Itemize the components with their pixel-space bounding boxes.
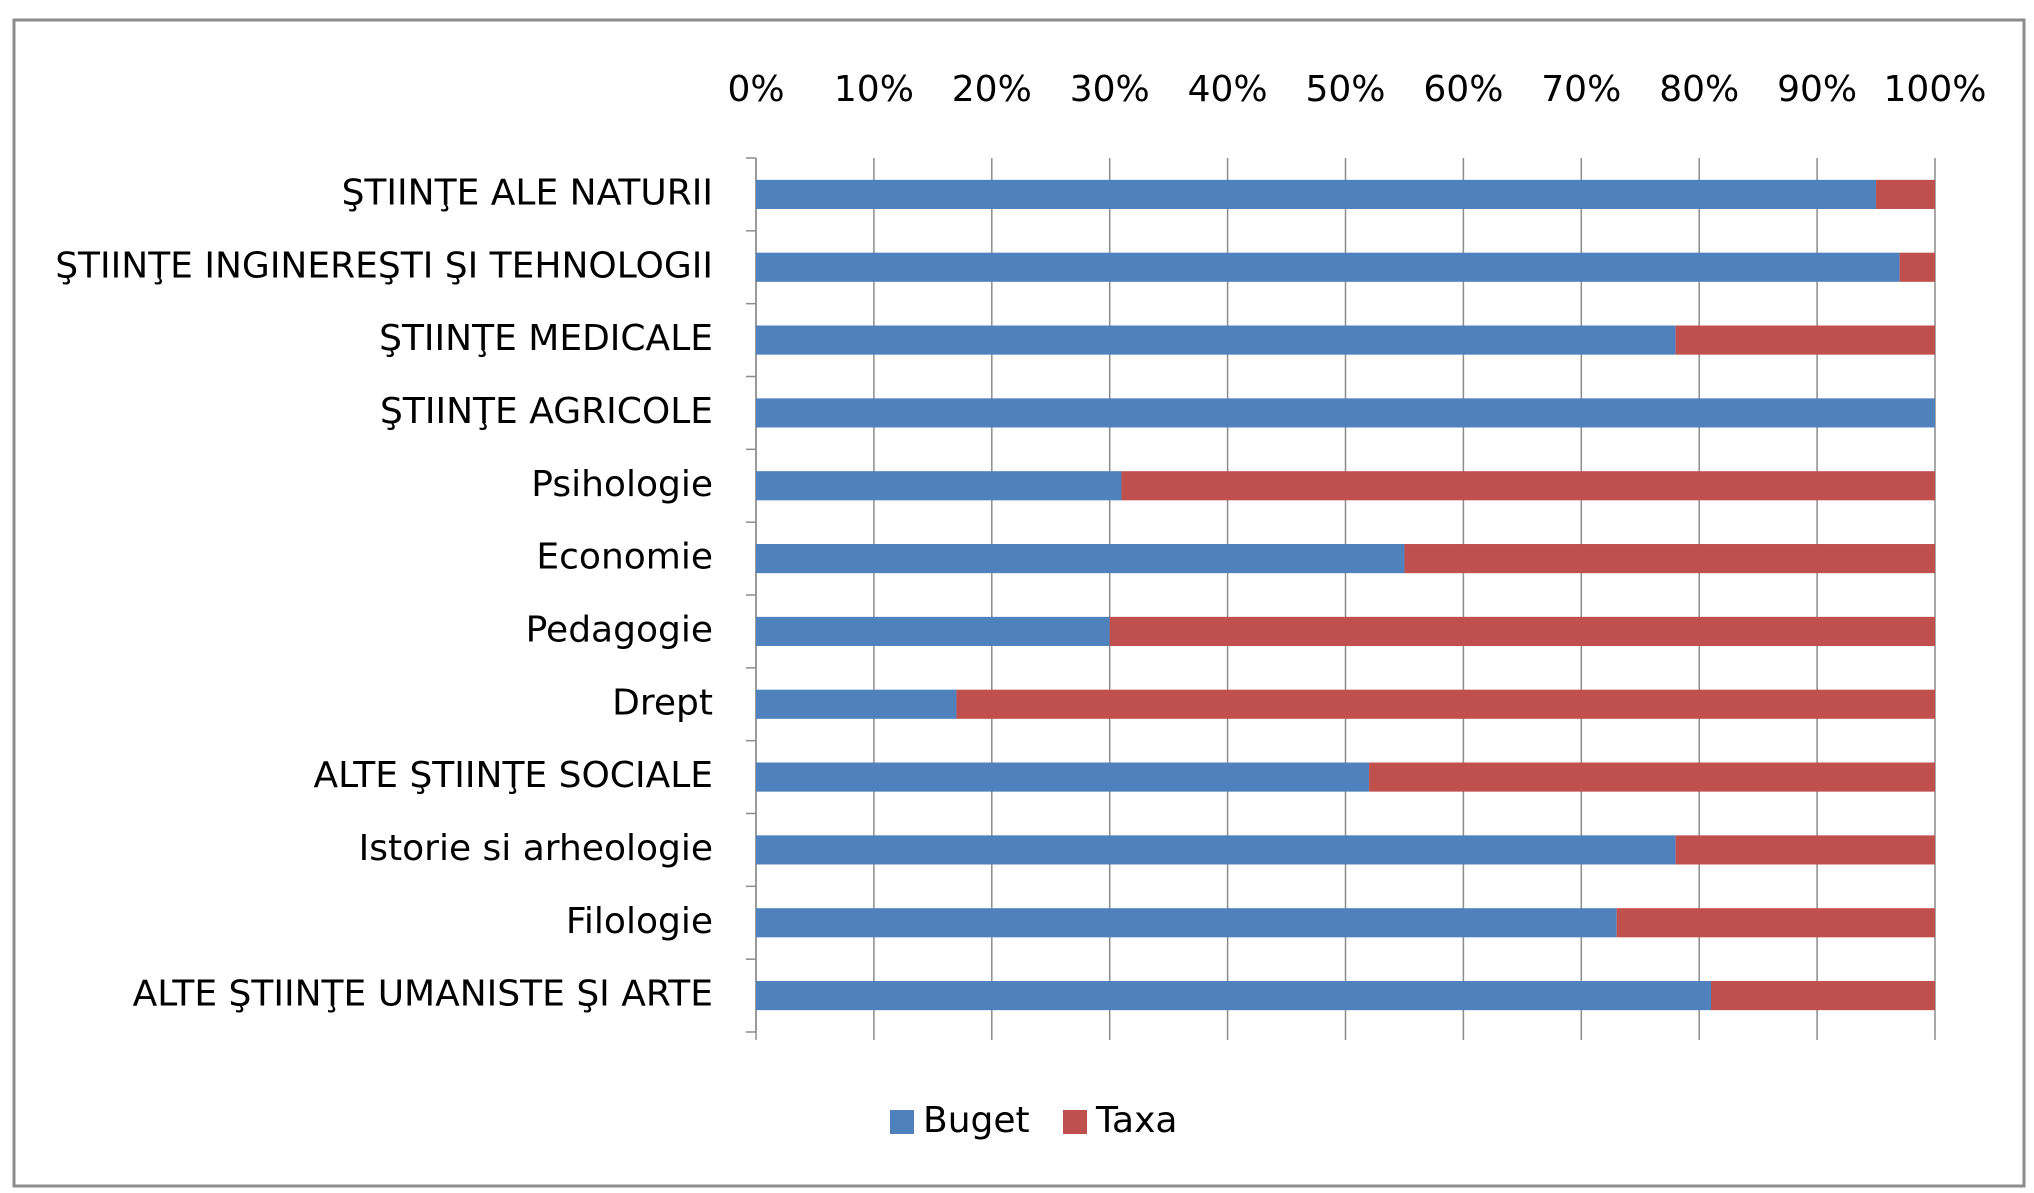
- bar-segment: [1121, 471, 1935, 501]
- y-tick-label: Psihologie: [531, 464, 713, 505]
- y-tick-label: Pedagogie: [526, 609, 713, 650]
- x-tick-label: 90%: [1777, 69, 1857, 110]
- bar-segment: [756, 981, 1711, 1011]
- x-tick-label: 50%: [1305, 69, 1385, 110]
- bar-segment: [956, 689, 1935, 719]
- x-tick-label: 60%: [1423, 69, 1503, 110]
- bar-segment: [1876, 179, 1935, 209]
- bar-segment: [756, 325, 1676, 355]
- x-tick-label: 80%: [1659, 69, 1739, 110]
- bar-segment: [1109, 616, 1935, 646]
- bar-segment: [756, 398, 1935, 428]
- x-tick-label: 0%: [727, 69, 784, 110]
- legend-swatch: [1063, 1110, 1087, 1134]
- bar-segment: [1675, 835, 1935, 865]
- y-tick-label: Filologie: [566, 901, 713, 942]
- y-tick-label: ŞTIINŢE MEDICALE: [379, 318, 713, 359]
- bar-segment: [756, 689, 957, 719]
- bar-segment: [756, 544, 1405, 574]
- y-tick-label: ALTE ŞTIINŢE SOCIALE: [314, 755, 713, 796]
- bar-segment: [756, 762, 1370, 792]
- bar-segment: [756, 835, 1676, 865]
- bar-segment: [1710, 981, 1935, 1011]
- bar-segment: [756, 616, 1110, 646]
- y-tick-label: ŞTIINŢE AGRICOLE: [380, 391, 713, 432]
- y-tick-label: Istorie si arheologie: [359, 828, 713, 869]
- x-tick-label: 70%: [1541, 69, 1621, 110]
- legend-label: Buget: [923, 1100, 1030, 1141]
- bar-segment: [756, 908, 1617, 938]
- x-tick-label: 10%: [834, 69, 914, 110]
- bar-segment: [1404, 544, 1935, 574]
- y-tick-label: Drept: [612, 682, 713, 723]
- x-tick-label: 30%: [1070, 69, 1150, 110]
- y-tick-label: ALTE ŞTIINŢE UMANISTE ŞI ARTE: [133, 974, 713, 1015]
- y-tick-label: ŞTIINŢE ALE NATURII: [342, 172, 713, 213]
- legend-label: Taxa: [1095, 1100, 1177, 1141]
- x-tick-label: 20%: [952, 69, 1032, 110]
- bar-segment: [1899, 252, 1935, 282]
- bar-segment: [1616, 908, 1935, 938]
- y-tick-label: Economie: [536, 537, 713, 578]
- bar-segment: [1675, 325, 1935, 355]
- y-tick-label: ŞTIINŢE INGINEREŞTI ŞI TEHNOLOGII: [55, 245, 713, 286]
- bar-segment: [756, 179, 1877, 209]
- bar-segment: [1369, 762, 1935, 792]
- bar-segment: [756, 471, 1122, 501]
- legend-swatch: [890, 1110, 914, 1134]
- x-tick-label: 40%: [1188, 69, 1268, 110]
- bar-segment: [756, 252, 1900, 282]
- x-tick-label: 100%: [1884, 69, 1987, 110]
